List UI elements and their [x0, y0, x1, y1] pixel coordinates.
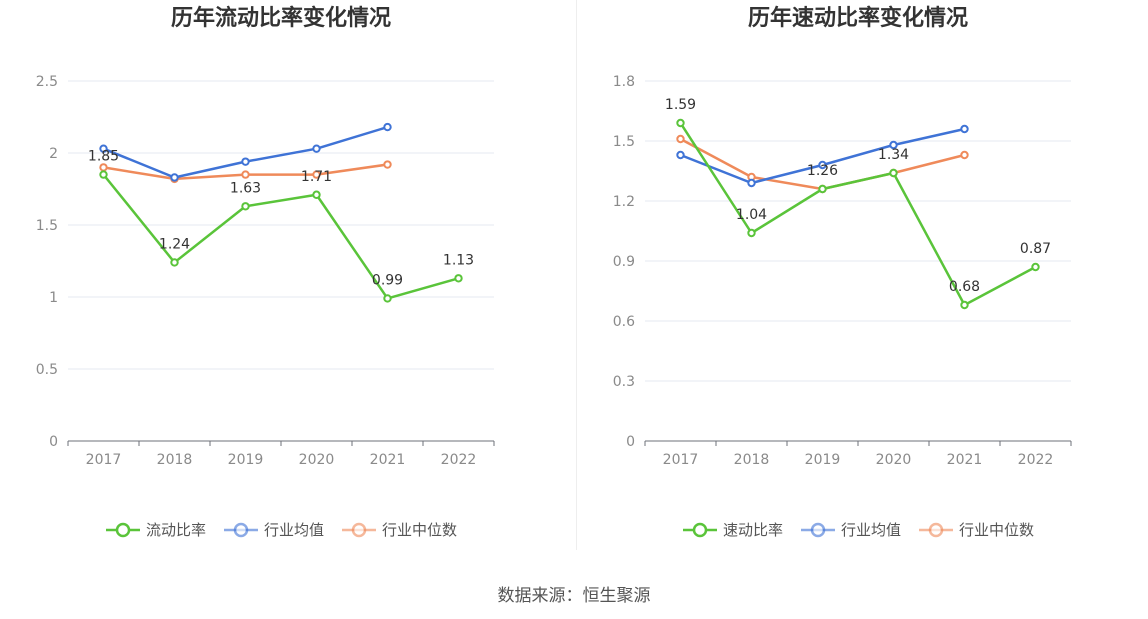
data-point[interactable]	[99, 163, 108, 172]
y-tick-label: 0	[626, 434, 635, 450]
series-line-0	[679, 122, 1037, 307]
x-tick-label: 2018	[734, 452, 770, 468]
data-point[interactable]	[889, 140, 898, 150]
legend-label: 速动比率	[723, 521, 783, 539]
data-point[interactable]	[454, 274, 463, 283]
legend-marker-icon	[351, 522, 367, 538]
x-tick-label: 2018	[157, 452, 193, 468]
data-point[interactable]	[747, 178, 756, 188]
legend-label: 行业中位数	[382, 521, 457, 539]
data-point[interactable]	[99, 170, 108, 179]
data-point[interactable]	[960, 150, 969, 160]
data-point[interactable]	[170, 258, 179, 267]
data-point[interactable]	[312, 144, 321, 153]
data-label: 1.59	[665, 97, 696, 113]
y-tick-label: 1.5	[36, 218, 58, 234]
y-tick-label: 0.9	[613, 254, 635, 270]
legend-item-2[interactable]: 行业中位数	[342, 521, 457, 539]
x-tick-label: 2019	[805, 452, 841, 468]
data-point[interactable]	[960, 124, 969, 134]
panel-divider	[576, 0, 577, 550]
data-point[interactable]	[1031, 262, 1040, 272]
data-point[interactable]	[960, 300, 969, 310]
y-tick-label: 0	[49, 434, 58, 450]
data-label: 1.13	[443, 252, 474, 268]
data-point[interactable]	[676, 150, 685, 160]
x-tick-label: 2017	[86, 452, 122, 468]
data-point[interactable]	[818, 184, 827, 194]
chart-title: 历年速动比率变化情况	[748, 5, 968, 31]
y-tick-label: 0.5	[36, 362, 58, 378]
legend-item-2[interactable]: 行业中位数	[919, 521, 1034, 539]
legend-marker-icon	[692, 522, 708, 538]
y-tick-label: 2	[49, 146, 58, 162]
y-tick-label: 1.5	[613, 134, 635, 150]
y-tick-label: 1	[49, 290, 58, 306]
y-tick-label: 1.2	[613, 194, 635, 210]
data-point[interactable]	[241, 202, 250, 211]
x-tick-label: 2022	[1018, 452, 1054, 468]
legend-item-1[interactable]: 行业均值	[224, 521, 324, 539]
legend-marker-icon	[928, 522, 944, 538]
data-point[interactable]	[889, 168, 898, 178]
x-tick-label: 2020	[876, 452, 912, 468]
current-ratio-chart: 历年流动比率变化情况 0 0.5 1 1.5 2 2.5 2017 2018 2019 2020 20…	[36, 5, 495, 539]
x-tick-label: 2022	[441, 452, 477, 468]
legend-item-1[interactable]: 行业均值	[801, 521, 901, 539]
legend-marker-icon	[810, 522, 826, 538]
legend-label: 行业中位数	[959, 521, 1034, 539]
data-point[interactable]	[383, 160, 392, 169]
data-label: 1.26	[807, 163, 838, 179]
x-tick-label: 2021	[370, 452, 406, 468]
x-tick-label: 2020	[299, 452, 335, 468]
data-label: 0.68	[949, 279, 980, 295]
y-tick-label: 0.3	[613, 374, 635, 390]
data-point[interactable]	[312, 170, 321, 179]
data-point[interactable]	[676, 118, 685, 128]
data-label: 1.04	[736, 207, 767, 223]
data-point[interactable]	[818, 160, 827, 170]
legend-item-0[interactable]: 速动比率	[683, 521, 783, 539]
data-point[interactable]	[170, 173, 179, 182]
series-line-0	[102, 173, 459, 300]
chart-title: 历年流动比率变化情况	[171, 5, 391, 31]
legend-marker-icon	[115, 522, 131, 538]
data-point[interactable]	[676, 134, 685, 144]
data-point[interactable]	[383, 122, 392, 132]
legend-label: 流动比率	[146, 521, 206, 539]
data-label: 0.99	[372, 272, 403, 288]
legend-marker-icon	[233, 522, 249, 538]
x-tick-label: 2017	[663, 452, 699, 468]
y-tick-label: 1.8	[613, 74, 635, 90]
data-point[interactable]	[241, 157, 250, 166]
legend-label: 行业均值	[841, 521, 901, 539]
data-point[interactable]	[241, 170, 250, 179]
data-point[interactable]	[747, 228, 756, 238]
current-ratio-chart-panel: 历年流动比率变化情况 0 0.5 1 1.5 2 2.5 2017 2018 2019 2020 20…	[0, 0, 574, 560]
data-source-note: 数据来源：恒生聚源	[497, 586, 651, 606]
data-point[interactable]	[99, 144, 108, 153]
x-tick-label: 2021	[947, 452, 983, 468]
data-label: 0.87	[1020, 241, 1051, 257]
y-tick-label: 2.5	[36, 74, 58, 90]
legend-label: 行业均值	[264, 521, 324, 539]
data-label: 1.34	[878, 147, 909, 163]
data-point[interactable]	[383, 294, 392, 303]
data-label: 1.71	[301, 169, 332, 185]
data-label: 1.24	[159, 236, 190, 252]
legend-item-0[interactable]: 流动比率	[106, 521, 206, 539]
data-label: 1.63	[230, 180, 261, 196]
quick-ratio-chart: 历年速动比率变化情况 0 0.3 0.6 0.9 1.2 1.5 1.8 2017 2018 201…	[613, 5, 1072, 539]
quick-ratio-chart-panel: 历年速动比率变化情况 0 0.3 0.6 0.9 1.2 1.5 1.8 2017 2018 201…	[577, 0, 1148, 560]
data-label: 1.85	[88, 149, 119, 165]
x-tick-label: 2019	[228, 452, 264, 468]
y-tick-label: 0.6	[613, 314, 635, 330]
data-point[interactable]	[312, 190, 321, 199]
